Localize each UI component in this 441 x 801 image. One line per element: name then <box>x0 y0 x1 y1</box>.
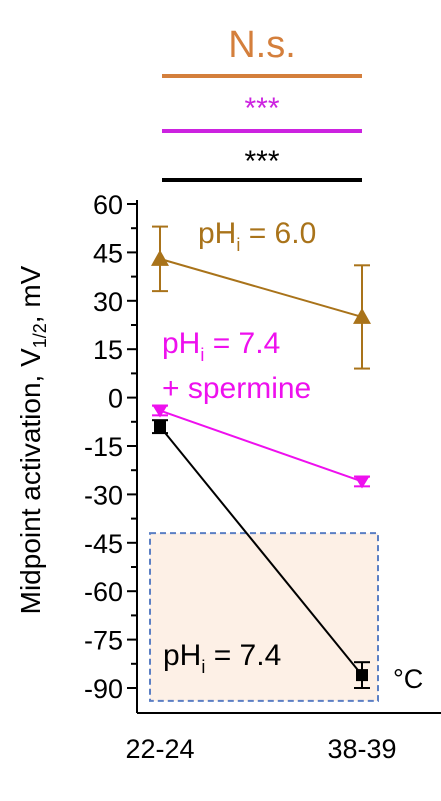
significance-label-control: *** <box>244 145 279 178</box>
data-point <box>353 307 371 324</box>
x-unit-label: °C <box>393 664 423 694</box>
y-tick-label: 30 <box>93 287 123 317</box>
series-layer <box>151 225 371 689</box>
series-line-ph74_sperm <box>159 409 363 483</box>
series-label-spermine-line: + spermine <box>162 372 311 405</box>
y-tick-label: 0 <box>108 384 123 414</box>
data-point <box>151 249 169 266</box>
series-line-ph74 <box>159 426 363 676</box>
x-tick-label: 22-24 <box>125 734 194 764</box>
y-tick-label: -15 <box>84 432 123 462</box>
y-tick-label: -60 <box>84 577 123 607</box>
y-tick-label: 45 <box>93 238 123 268</box>
data-point <box>356 669 368 682</box>
y-axis-label: Midpoint activation, V1/2, mV <box>15 265 50 614</box>
y-tick-label: -90 <box>84 674 123 704</box>
y-tick-label: -75 <box>84 626 123 656</box>
data-point <box>354 475 370 489</box>
series-line-ph6 <box>159 257 363 318</box>
shaded-region <box>149 532 379 702</box>
y-tick-label: 15 <box>93 335 123 365</box>
significance-label-spermine: *** <box>244 92 279 125</box>
significance-label-ns: N.s. <box>228 24 296 66</box>
y-tick-label: 60 <box>93 190 123 220</box>
series-label-ph6: pHi = 6.0 <box>198 217 316 255</box>
data-point <box>154 420 166 433</box>
x-tick-label: 38-39 <box>327 734 396 764</box>
y-ticks: 60 45 30 15 0 -15 -30 -45 -60 -75 -90 <box>84 190 137 704</box>
y-tick-label: -45 <box>84 529 123 559</box>
series-label-ph74: pHi = 7.4 <box>163 639 281 677</box>
series-label-ph74-spermine: pHi = 7.4 <box>162 327 280 365</box>
y-tick-label: -30 <box>84 480 123 510</box>
data-point <box>152 404 168 418</box>
